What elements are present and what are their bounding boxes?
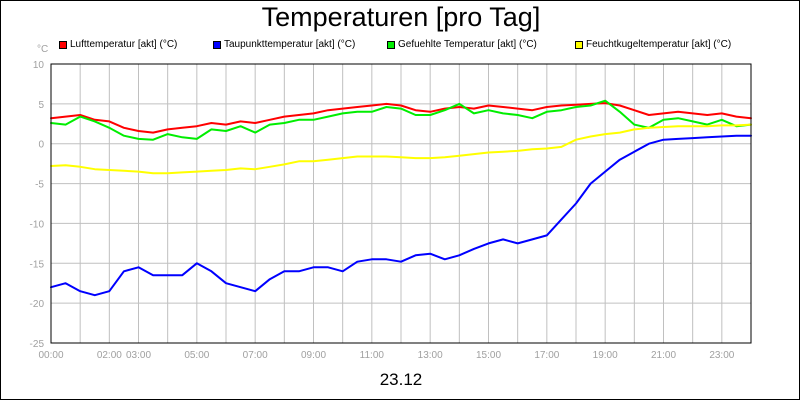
legend-label: Gefuehlte Temperatur [akt] (°C) <box>398 39 537 50</box>
x-tick-label: 21:00 <box>651 350 676 361</box>
x-tick-label: 13:00 <box>418 350 443 361</box>
legend: Lufttemperatur [akt] (°C) Taupunkttemper… <box>1 39 799 55</box>
series-line-2 <box>50 99 752 141</box>
y-tick-label: 5 <box>38 100 44 111</box>
x-tick-label: 15:00 <box>476 350 501 361</box>
date-label: 23.12 <box>379 370 423 389</box>
y-tick-label: 10 <box>33 60 45 71</box>
series-line-0 <box>50 102 752 134</box>
legend-swatch-yellow <box>575 41 583 49</box>
x-tick-label: 07:00 <box>243 350 268 361</box>
x-tick-label: 00:00 <box>38 350 63 361</box>
x-tick-label: 19:00 <box>593 350 618 361</box>
y-tick-label: 0 <box>38 140 44 151</box>
y-tick-label: -15 <box>30 259 45 270</box>
x-tick-label: 17:00 <box>534 350 559 361</box>
chart-title: Temperaturen [pro Tag] <box>261 2 541 32</box>
x-tick-label: 02:00 <box>97 350 122 361</box>
x-tick-label: 23:00 <box>709 350 734 361</box>
y-tick-label: -10 <box>30 219 45 230</box>
legend-swatch-green <box>387 41 395 49</box>
x-tick-label: 09:00 <box>301 350 326 361</box>
y-tick-label: -5 <box>35 180 44 191</box>
legend-swatch-blue <box>213 41 221 49</box>
plot-border <box>50 63 752 344</box>
y-unit-label: °C <box>37 44 48 55</box>
legend-label: Lufttemperatur [akt] (°C) <box>70 39 178 50</box>
legend-label: Taupunkttemperatur [akt] (°C) <box>224 39 356 50</box>
x-tick-label: 05:00 <box>184 350 209 361</box>
series-line-3 <box>50 123 752 175</box>
x-tick-label: 03:00 <box>126 350 151 361</box>
series-line-1 <box>50 134 752 297</box>
legend-swatch-red <box>59 41 67 49</box>
legend-label: Feuchtkugeltemperatur [akt] (°C) <box>586 39 732 50</box>
y-tick-label: -25 <box>30 339 45 350</box>
x-tick-label: 11:00 <box>360 350 385 361</box>
y-tick-label: -20 <box>30 299 45 310</box>
